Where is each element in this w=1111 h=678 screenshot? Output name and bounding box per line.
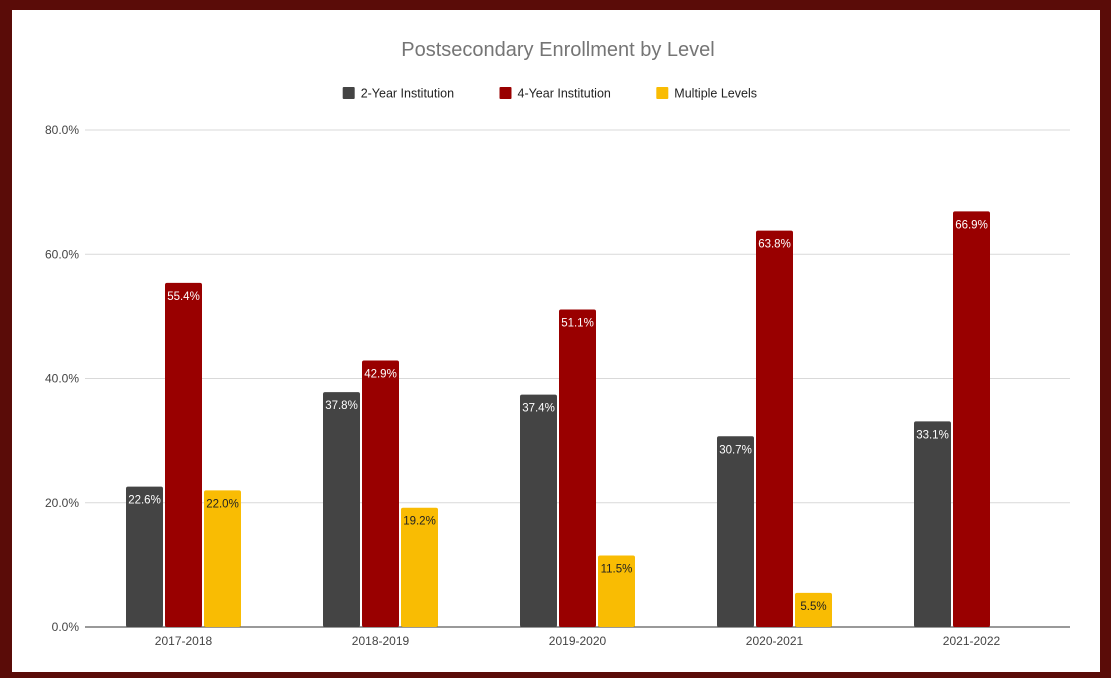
x-tick-label: 2021-2022 <box>943 634 1001 648</box>
x-tick-label: 2020-2021 <box>746 634 804 648</box>
legend-swatch-2-year-institution <box>342 87 355 99</box>
bar-4-year-institution <box>953 211 990 628</box>
data-label: 11.5% <box>601 564 633 576</box>
bars <box>126 211 990 628</box>
bar-2-year-institution <box>126 486 163 627</box>
data-label: 19.2% <box>403 516 436 528</box>
bar-4-year-institution <box>362 360 399 627</box>
x-tick-label: 2017-2018 <box>155 634 213 648</box>
data-label: 51.1% <box>561 318 594 330</box>
data-labels: 22.6% 55.4% 22.0% 37.8% 42.9% 19.2% 37.4% 51.1%… <box>128 219 988 612</box>
data-label: 5.5% <box>800 601 826 613</box>
data-label: 30.7% <box>719 444 752 456</box>
y-tick-label: 40.0% <box>45 372 79 386</box>
bar-4-year-institution <box>559 309 596 627</box>
data-label: 33.1% <box>916 429 949 441</box>
bar-2-year-institution <box>914 421 951 627</box>
bar-multiple-levels <box>598 555 635 627</box>
y-tick-label: 80.0% <box>45 123 79 137</box>
data-label: 66.9% <box>955 219 988 231</box>
legend-label-multiple-levels: Multiple Levels <box>674 87 757 101</box>
data-label: 37.4% <box>522 403 555 415</box>
data-label: 63.8% <box>758 239 791 251</box>
x-axis-ticks: 2017-2018 2018-2019 2019-2020 2020-2021 2021… <box>155 634 1001 648</box>
legend-swatch-multiple-levels <box>656 87 669 99</box>
chart-title: Postsecondary Enrollment by Level <box>401 39 715 61</box>
bar-multiple-levels <box>401 507 438 627</box>
x-tick-label: 2018-2019 <box>352 634 410 648</box>
y-tick-label: 20.0% <box>45 496 79 510</box>
legend-label-2-year-institution: 2-Year Institution <box>361 87 454 101</box>
data-label: 22.6% <box>128 495 161 507</box>
bar-multiple-levels <box>795 592 832 627</box>
legend: 2-Year Institution 4-Year Institution Mult… <box>342 87 757 101</box>
legend-swatch-4-year-institution <box>499 87 512 99</box>
x-tick-label: 2019-2020 <box>549 634 607 648</box>
y-tick-label: 60.0% <box>45 247 79 261</box>
bar-2-year-institution <box>717 436 754 627</box>
data-label: 55.4% <box>167 291 200 303</box>
bar-2-year-institution <box>323 392 360 627</box>
bar-4-year-institution <box>756 230 793 627</box>
y-tick-label: 0.0% <box>52 620 80 634</box>
bar-multiple-levels <box>204 490 241 627</box>
data-label: 42.9% <box>364 368 397 380</box>
data-label: 22.0% <box>206 498 239 510</box>
y-axis-ticks: 0.0% 20.0% 40.0% 60.0% 80.0% <box>45 123 79 634</box>
legend-label-4-year-institution: 4-Year Institution <box>518 87 611 101</box>
bar-2-year-institution <box>520 394 557 627</box>
data-label: 37.8% <box>325 400 358 412</box>
bar-4-year-institution <box>165 282 202 627</box>
